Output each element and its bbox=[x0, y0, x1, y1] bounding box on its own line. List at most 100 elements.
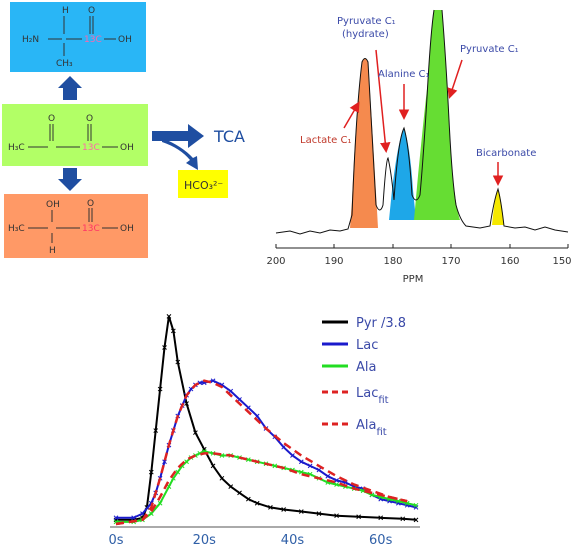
data-point bbox=[166, 314, 172, 319]
data-point bbox=[228, 484, 234, 489]
pyruvate-box bbox=[2, 104, 148, 166]
timecourse-ticks: 0s 20s 40s 60s bbox=[108, 533, 392, 545]
alanine-peak-fill bbox=[389, 128, 416, 220]
data-point bbox=[298, 459, 304, 465]
data-point bbox=[400, 516, 406, 522]
spectrum-xlabel: PPM bbox=[403, 274, 424, 285]
pyruvate-hydrate-arrow-icon bbox=[375, 49, 391, 153]
alanine-nh2: H₂N bbox=[22, 35, 39, 45]
bicarbonate-box-label: HCO₃²⁻ bbox=[184, 179, 223, 192]
data-point bbox=[334, 482, 339, 487]
data-point bbox=[413, 502, 419, 508]
data-point bbox=[140, 511, 145, 516]
pyruvate-h3c: H₃C bbox=[8, 143, 25, 153]
arrow-up-icon bbox=[58, 76, 82, 100]
data-point bbox=[113, 515, 119, 521]
pyruvate-hydrate-label-line1: Pyruvate C₁ bbox=[337, 16, 396, 27]
data-point bbox=[193, 430, 198, 436]
data-point bbox=[210, 378, 216, 384]
tca-label: TCA bbox=[213, 127, 245, 146]
data-point bbox=[378, 515, 384, 521]
spectrum-line bbox=[275, 9, 569, 235]
alanine-c13: 13C bbox=[84, 35, 102, 45]
bicarbonate-label: Bicarbonate bbox=[476, 148, 536, 159]
alanine-ch3: CH₃ bbox=[56, 59, 73, 69]
nmr-spectrum: Pyruvate C₁ (hydrate) Alanine C₁ Pyruvat… bbox=[266, 9, 572, 285]
lactate-label: Lactate C₁ bbox=[300, 135, 352, 146]
alanine-label: Alanine C₁ bbox=[378, 69, 430, 80]
lactate-h: H bbox=[49, 246, 56, 256]
data-point bbox=[184, 459, 189, 465]
data-point bbox=[237, 490, 242, 496]
spectrum-ticks bbox=[275, 244, 569, 248]
alanine-oh: OH bbox=[118, 35, 132, 45]
lactate-h3c: H₃C bbox=[8, 224, 25, 234]
pyruvate-o1: O bbox=[48, 114, 55, 124]
lactate-peak-fill bbox=[350, 58, 378, 228]
spectrum-tick-label: 200 bbox=[266, 256, 285, 267]
data-point bbox=[148, 511, 154, 516]
lactate-o: O bbox=[87, 199, 94, 209]
x-tick-label: 20s bbox=[193, 533, 217, 545]
arrow-down-icon bbox=[58, 168, 82, 191]
series-line-3 bbox=[115, 379, 408, 526]
data-point bbox=[356, 514, 362, 520]
series-line-4 bbox=[115, 452, 408, 526]
pyruvate-o2: O bbox=[86, 114, 93, 124]
data-point bbox=[131, 515, 137, 521]
x-tick-label: 0s bbox=[108, 533, 123, 545]
data-point bbox=[272, 463, 278, 469]
lactate-box bbox=[4, 194, 148, 258]
x-tick-label: 40s bbox=[281, 533, 305, 545]
alanine-h: H bbox=[62, 6, 69, 16]
data-point bbox=[316, 467, 322, 473]
data-point bbox=[316, 511, 322, 516]
bicarbonate-box bbox=[178, 170, 228, 198]
data-point bbox=[290, 453, 295, 458]
lactate-oh: OH bbox=[120, 224, 134, 234]
legend-label: Alafit bbox=[356, 418, 387, 438]
data-point bbox=[157, 386, 163, 392]
alanine-box bbox=[10, 2, 146, 72]
pyruvate-peak-fill bbox=[414, 10, 460, 220]
data-point bbox=[148, 469, 154, 475]
lactate-arrow-icon bbox=[343, 101, 360, 129]
timecourse-legend: Pyr /3.8 Lac Ala Lacfit Alafit bbox=[322, 316, 406, 438]
data-point bbox=[334, 478, 339, 483]
data-point bbox=[307, 463, 313, 469]
spectrum-tick-label: 190 bbox=[324, 256, 343, 267]
lactate-molecule: OH O H₃C 13C OH H bbox=[4, 194, 148, 258]
data-point bbox=[157, 500, 163, 506]
alanine-molecule: H O H₂N 13C OH CH₃ bbox=[10, 2, 146, 72]
timecourse-chart: 0s 20s 40s 60s Pyr /3.8 Lac Ala Lacfit Alafit bbox=[108, 314, 420, 545]
pyruvate-c13: 13C bbox=[82, 143, 100, 153]
spectrum-tick-label: 150 bbox=[552, 256, 571, 267]
data-point bbox=[281, 507, 287, 512]
data-point bbox=[413, 517, 419, 523]
lactate-c13: 13C bbox=[82, 224, 100, 234]
pathway-arrows: TCA HCO₃²⁻ bbox=[58, 76, 245, 198]
pyruvate-arrow-icon bbox=[447, 59, 463, 99]
spectrum-tick-label: 160 bbox=[500, 256, 519, 267]
x-tick-label: 60s bbox=[369, 533, 393, 545]
legend-label: Ala bbox=[356, 360, 376, 375]
data-point bbox=[254, 500, 260, 506]
arrow-tca-icon bbox=[152, 124, 204, 148]
pyruvate-label: Pyruvate C₁ bbox=[460, 44, 519, 55]
series-line-2 bbox=[116, 450, 417, 523]
data-point bbox=[245, 457, 251, 462]
data-point bbox=[175, 469, 181, 475]
legend-label: Lac bbox=[356, 338, 378, 353]
data-point bbox=[334, 513, 339, 519]
legend-label: Lacfit bbox=[356, 386, 389, 406]
data-point bbox=[170, 328, 176, 334]
data-point bbox=[281, 444, 287, 450]
pyruvate-oh: OH bbox=[120, 143, 134, 153]
data-point bbox=[298, 509, 304, 514]
timecourse-series bbox=[113, 314, 419, 526]
data-point bbox=[175, 359, 181, 365]
data-point bbox=[210, 463, 216, 469]
data-point bbox=[219, 475, 225, 481]
spectrum-tick-label: 170 bbox=[441, 256, 460, 267]
